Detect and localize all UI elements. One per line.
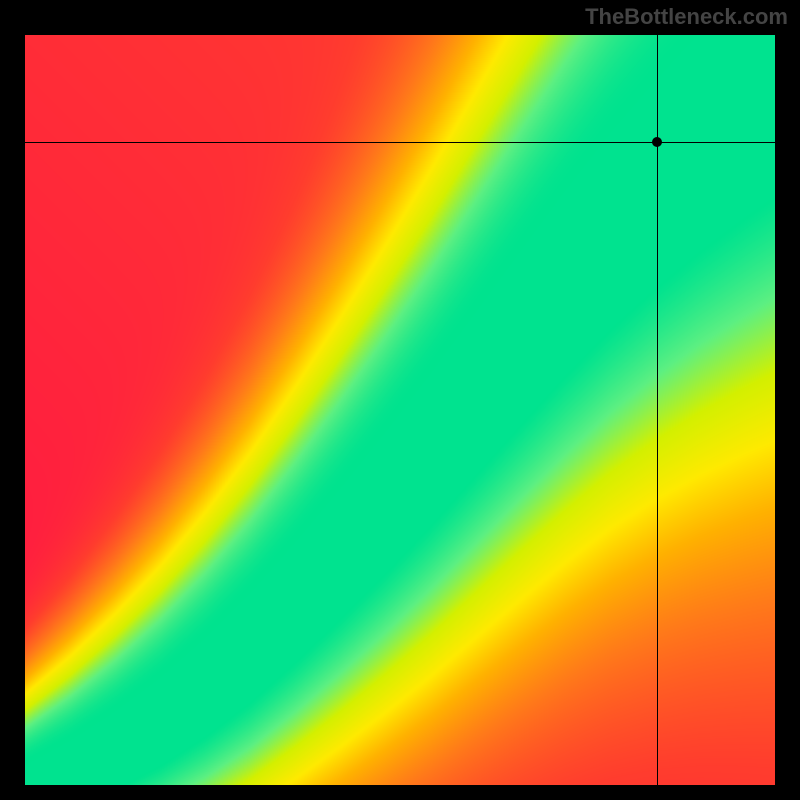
heatmap-chart xyxy=(25,35,775,785)
marker-point xyxy=(652,137,662,147)
crosshair-vertical xyxy=(657,35,658,785)
watermark-text: TheBottleneck.com xyxy=(585,4,788,30)
heatmap-canvas xyxy=(25,35,775,785)
crosshair-horizontal xyxy=(25,142,775,143)
